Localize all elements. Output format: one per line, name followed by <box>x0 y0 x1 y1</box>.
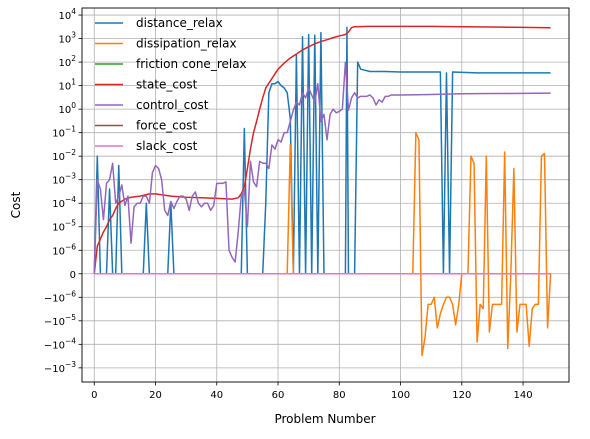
series-line-control-cost <box>93 61 551 274</box>
y-axis-label: Cost <box>9 191 23 218</box>
y-tick-label: 10−5 <box>52 219 76 234</box>
y-tick-base: 10 <box>58 58 71 69</box>
y-tick-label: 100 <box>58 101 76 116</box>
y-tick-label: 10−4 <box>52 195 76 210</box>
plot-frame <box>81 7 570 383</box>
x-tick-label: 120 <box>452 390 471 401</box>
y-tick-label: 10−1 <box>52 125 76 140</box>
y-tick-label: −10−6 <box>44 289 76 304</box>
y-tick-exponent: −6 <box>65 242 76 251</box>
y-tick-base: 10 <box>52 152 65 163</box>
y-tick-base: 10 <box>52 246 65 257</box>
legend-label: state_cost <box>136 78 198 92</box>
y-tick-base: −10 <box>44 317 65 328</box>
series-line-dissipation-relax <box>94 131 552 357</box>
y-tick-label: 10−3 <box>52 172 76 187</box>
y-tick-label: −10−3 <box>44 360 76 375</box>
y-tick-label: 103 <box>58 31 76 46</box>
y-tick-exponent: 2 <box>71 54 76 63</box>
y-tick-label: −10−4 <box>44 336 76 351</box>
x-tick-label: 20 <box>149 390 162 401</box>
y-tick-exponent: −3 <box>65 172 76 181</box>
y-tick-label: 10−6 <box>52 242 76 257</box>
series-line-state-cost <box>93 25 551 274</box>
y-tick-exponent: −4 <box>65 336 76 345</box>
y-tick-base: −10 <box>44 340 65 351</box>
y-tick-label: 10−2 <box>52 148 76 163</box>
y-tick-base: 10 <box>58 105 71 116</box>
x-tick-label: 80 <box>333 390 346 401</box>
legend-label: force_cost <box>136 119 197 133</box>
x-axis-label: Problem Number <box>274 412 375 426</box>
x-tick-label: 40 <box>210 390 223 401</box>
y-tick-base: 10 <box>58 11 71 22</box>
y-tick-exponent: −4 <box>65 195 76 204</box>
x-tick-label: 140 <box>514 390 533 401</box>
y-tick-base: 0 <box>70 270 76 281</box>
legend-label: friction cone_relax <box>136 57 247 71</box>
y-tick-exponent: −5 <box>65 219 76 228</box>
legend: distance_relax dissipation_relax friction … <box>95 16 247 153</box>
y-tick-base: 10 <box>58 35 71 46</box>
y-tick-exponent: −1 <box>65 125 76 134</box>
y-tick-label: 101 <box>58 78 76 93</box>
legend-label: dissipation_relax <box>136 37 237 51</box>
y-tick-exponent: 4 <box>71 7 76 16</box>
y-tick-exponent: 1 <box>71 78 76 87</box>
y-tick-base: −10 <box>44 293 65 304</box>
y-tick-label: 0 <box>70 270 76 281</box>
x-tick-label: 60 <box>272 390 285 401</box>
y-tick-base: 10 <box>58 82 71 93</box>
tick-layer: 0 20 40 60 80 100 120 14010410310210110010−110−… <box>44 7 533 401</box>
y-tick-exponent: −6 <box>65 289 76 298</box>
y-tick-exponent: −5 <box>65 313 76 322</box>
x-tick-label: 0 <box>91 390 97 401</box>
y-tick-base: 10 <box>52 176 65 187</box>
x-tick-label: 100 <box>391 390 410 401</box>
legend-label: control_cost <box>136 98 209 112</box>
series-layer <box>93 25 552 357</box>
y-tick-base: −10 <box>44 364 65 375</box>
y-tick-base: 10 <box>52 199 65 210</box>
y-tick-exponent: 3 <box>71 31 76 40</box>
y-tick-exponent: 0 <box>71 101 76 110</box>
y-tick-exponent: −3 <box>65 360 76 369</box>
y-tick-label: 104 <box>58 7 76 22</box>
legend-label: slack_cost <box>136 139 198 153</box>
y-tick-label: 102 <box>58 54 76 69</box>
series-line-distance-relax <box>93 26 551 275</box>
legend-label: distance_relax <box>136 16 223 30</box>
y-tick-base: 10 <box>52 223 65 234</box>
y-tick-exponent: −2 <box>65 148 76 157</box>
y-tick-label: −10−5 <box>44 313 76 328</box>
y-tick-base: 10 <box>52 129 65 140</box>
